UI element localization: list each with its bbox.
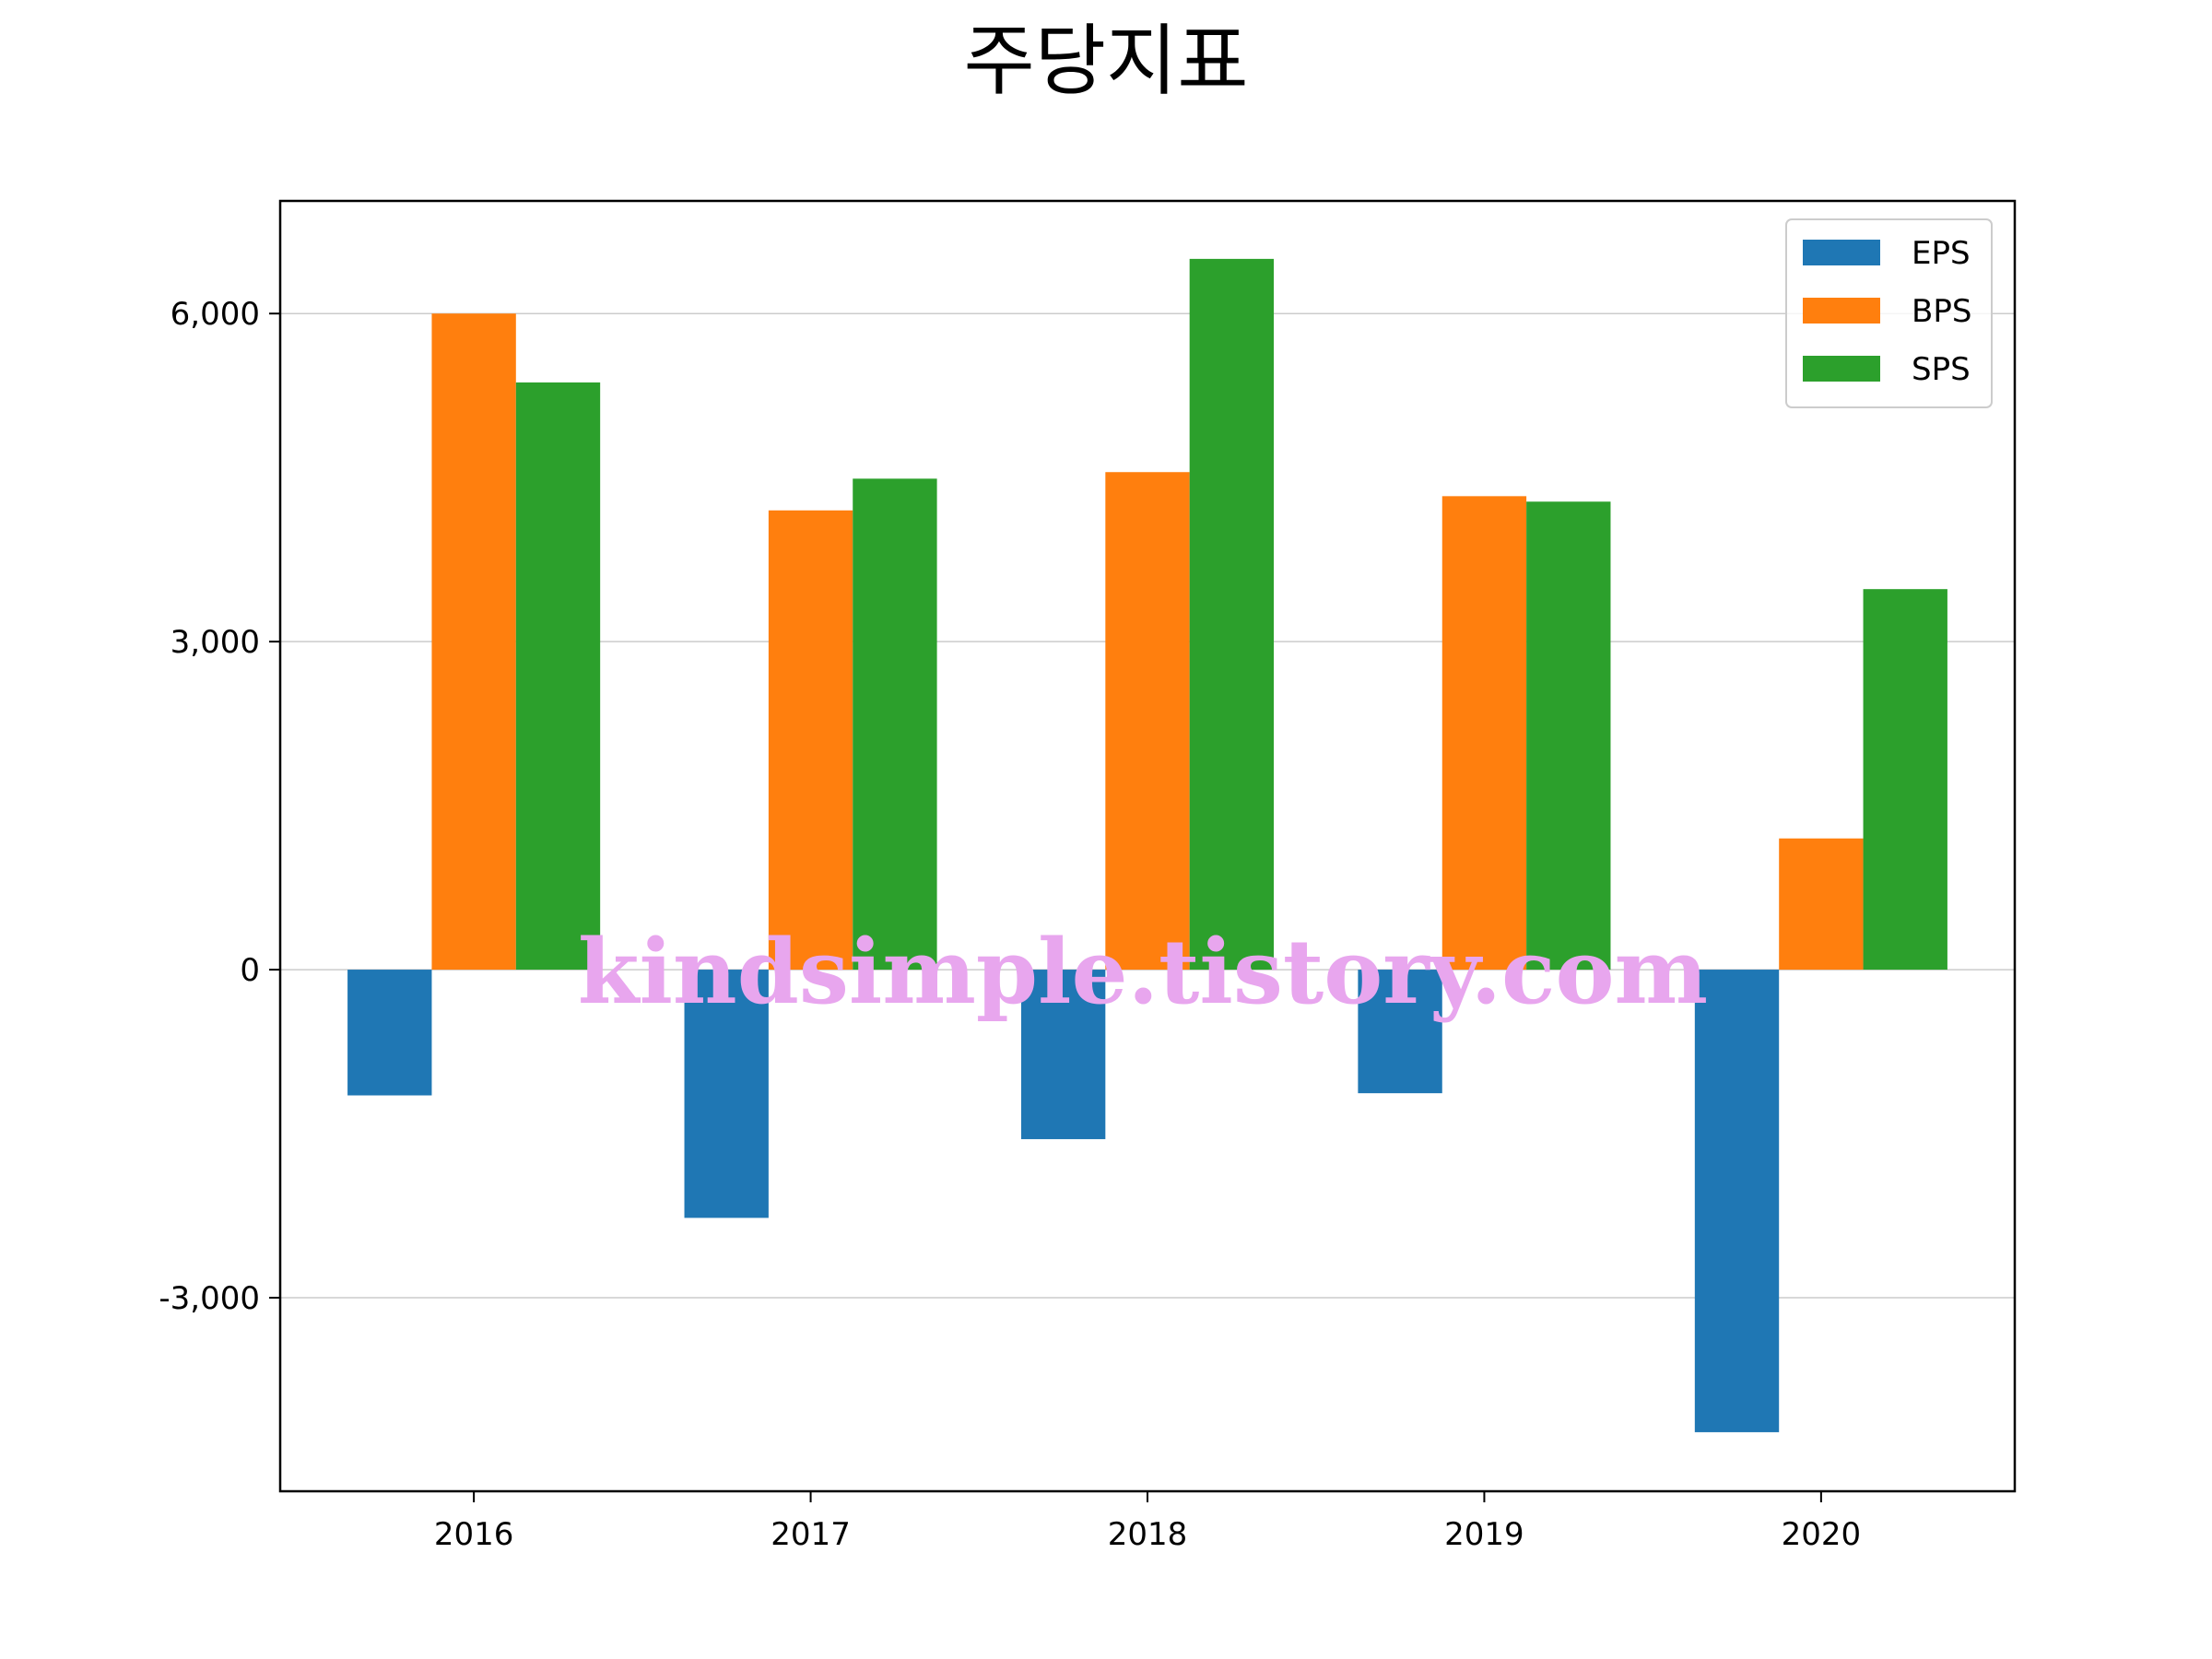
bar-eps-2018	[1020, 970, 1106, 1139]
x-tick-label: 2016	[434, 1516, 514, 1553]
bar-bps-2016	[431, 313, 516, 971]
bars	[347, 258, 1947, 1432]
bar-bps-2019	[1441, 496, 1527, 971]
y-tick-label: 0	[240, 952, 260, 989]
chart-title: 주당지표	[963, 16, 1248, 106]
legend-label-sps: SPS	[1912, 351, 1971, 388]
legend-label-bps: BPS	[1912, 293, 1971, 330]
watermark: kindsimple.tistory.com	[578, 920, 1708, 1024]
bar-sps-2017	[853, 478, 937, 971]
y-tick-label: -3,000	[159, 1280, 260, 1317]
bar-eps-2016	[347, 970, 432, 1096]
legend-swatch-sps	[1803, 356, 1880, 382]
x-tick-label: 2018	[1108, 1516, 1188, 1553]
bar-sps-2016	[515, 382, 601, 971]
legend-swatch-bps	[1803, 298, 1880, 324]
legend-label-eps: EPS	[1912, 235, 1971, 272]
bar-eps-2019	[1358, 970, 1442, 1094]
x-tick-label: 2017	[771, 1516, 851, 1553]
bar-sps-2019	[1526, 501, 1611, 971]
bar-bps-2018	[1105, 472, 1190, 971]
bar-sps-2020	[1863, 589, 1947, 971]
bar-bps-2017	[768, 510, 853, 971]
y-tick-label: 6,000	[171, 296, 260, 333]
bar-eps-2017	[684, 970, 769, 1218]
bar-bps-2020	[1779, 838, 1864, 971]
bar-eps-2020	[1694, 970, 1780, 1432]
legend: EPS BPS SPS	[1785, 218, 1993, 408]
x-axis: 2016 2017 2018 2019 2020	[434, 1491, 1861, 1553]
bar-sps-2018	[1189, 258, 1275, 971]
x-tick-label: 2019	[1444, 1516, 1524, 1553]
legend-swatch-eps	[1803, 240, 1880, 265]
y-axis: -3,000 0 3,000 6,000	[159, 296, 280, 1317]
y-tick-label: 3,000	[171, 624, 260, 661]
x-tick-label: 2020	[1782, 1516, 1862, 1553]
